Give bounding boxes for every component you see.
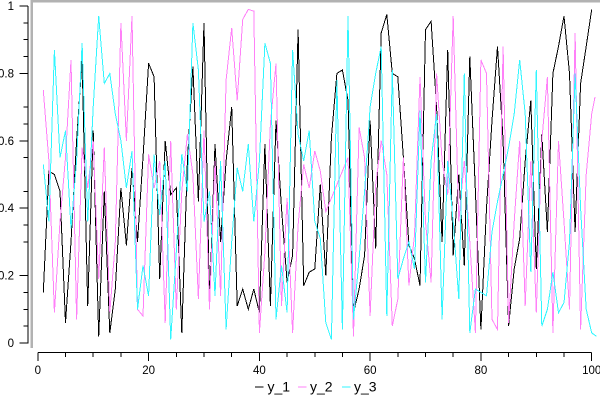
svg-text:100: 100	[582, 365, 600, 377]
svg-text:0.6: 0.6	[0, 136, 14, 148]
svg-text:0.8: 0.8	[0, 68, 14, 80]
svg-text:y_3: y_3	[354, 379, 377, 395]
svg-text:y_1: y_1	[268, 379, 291, 395]
svg-text:0.4: 0.4	[0, 203, 15, 215]
svg-text:0.2: 0.2	[0, 271, 14, 283]
svg-text:40: 40	[253, 365, 266, 377]
svg-text:1: 1	[8, 1, 14, 13]
svg-text:80: 80	[475, 365, 488, 377]
svg-text:0: 0	[8, 338, 14, 350]
svg-text:y_2: y_2	[310, 379, 333, 395]
svg-text:20: 20	[142, 365, 155, 377]
svg-text:60: 60	[364, 365, 377, 377]
svg-text:0: 0	[35, 365, 41, 377]
